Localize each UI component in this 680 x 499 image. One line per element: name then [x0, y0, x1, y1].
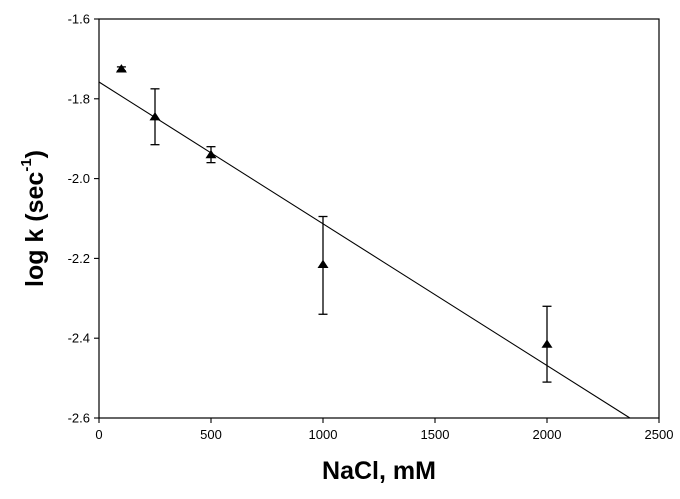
data-point-marker	[149, 112, 161, 121]
y-tick-label: -2.2	[68, 251, 90, 266]
fit-line-layer	[98, 81, 631, 419]
y-tick-label: -2.0	[68, 171, 90, 186]
plot-frame	[98, 18, 660, 419]
fit-line	[98, 81, 631, 419]
data-point-marker	[317, 259, 329, 268]
x-tick-label: 1500	[421, 427, 450, 442]
y-tick-label: -2.4	[68, 331, 90, 346]
x-axis: 0 500 1000 1500 2000 2500	[95, 418, 673, 442]
x-tick-label: 2500	[645, 427, 674, 442]
data-point-marker	[115, 64, 127, 73]
data-point-marker	[541, 339, 553, 348]
y-axis-title: log k (sec-1)	[18, 150, 49, 287]
error-bar-layer	[116, 66, 552, 383]
y-axis-title-close: )	[21, 150, 49, 158]
x-tick-label: 0	[95, 427, 102, 442]
y-axis-title-main: log k (sec	[21, 172, 49, 287]
data-point-marker	[205, 149, 217, 159]
y-axis-title-superscript: -1	[18, 158, 35, 171]
x-tick-label: 500	[200, 427, 222, 442]
x-tick-label: 1000	[309, 427, 338, 442]
y-axis: -1.6 -1.8 -2.0 -2.2 -2.4 -2.6	[68, 12, 99, 426]
y-tick-label: -1.6	[68, 12, 90, 27]
y-tick-label: -2.6	[68, 411, 90, 426]
marker-layer	[115, 64, 553, 348]
y-tick-label: -1.8	[68, 91, 90, 106]
x-tick-label: 2000	[533, 427, 562, 442]
x-axis-title: NaCl, mM	[322, 457, 436, 485]
